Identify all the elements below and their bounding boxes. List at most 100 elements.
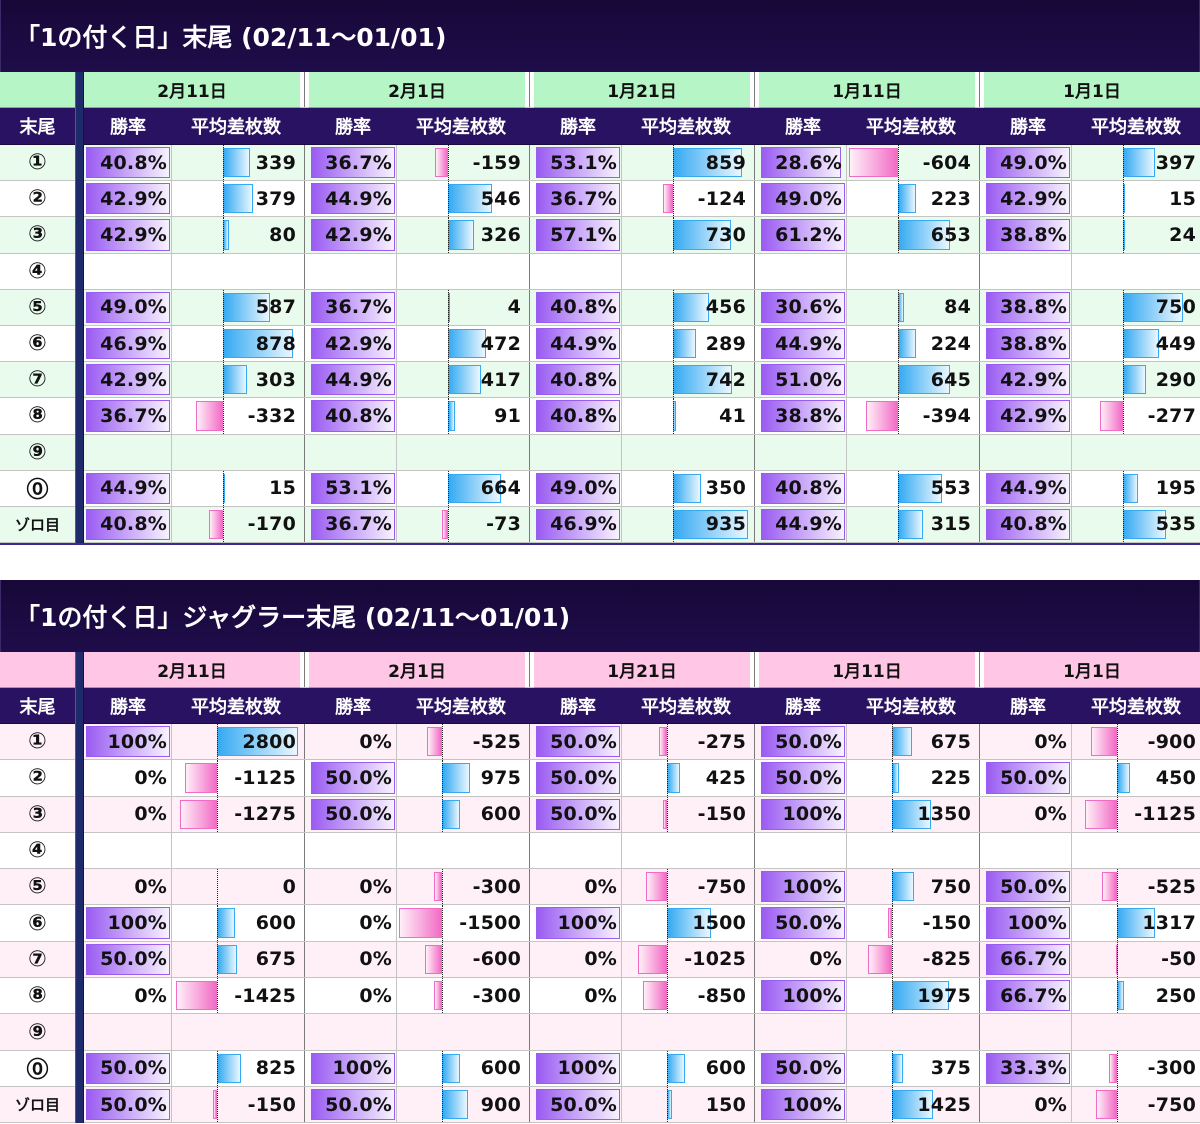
diff-plus-bar [667,1053,685,1083]
tail-label-cell: ⑨ [0,1014,75,1051]
diff-axis-line [1122,325,1124,362]
day-date-label: 2月1日 [388,662,446,682]
diff-minus-bar [433,981,443,1011]
win-rate-bar [761,400,845,432]
diff-plus-bar [222,184,254,214]
avg-diff-value: 675 [255,948,296,971]
diff-minus-bar [1095,1089,1118,1120]
date-row-corner [0,652,75,688]
win-rate-value: 49.0% [100,296,167,319]
diff-axis-line [897,145,899,181]
diff-axis-line [1117,1086,1119,1123]
tail-label: ② [28,765,47,791]
win-rate-bar [986,943,1070,976]
avg-diff-cell [622,832,750,870]
win-rate-bar [86,508,170,541]
win-rate-bar [311,508,395,541]
day-group-separator [975,941,984,979]
diff-axis-line [1122,217,1124,253]
win-rate-cell: 49.0% [984,145,1072,182]
diff-axis-line [442,1050,444,1086]
win-rate-cell: 100% [759,978,847,1015]
win-rate-value: 51.0% [775,368,842,391]
diff-axis-line [1117,869,1119,905]
diff-axis-line [447,470,449,506]
day-date-header: 2月11日 [84,652,300,688]
avg-diff-cell: 375 [847,1050,975,1087]
diff-plus-bar [447,220,474,250]
win-rate-header: 勝率 [84,688,172,724]
diff-plus-bar [672,473,701,503]
win-rate-bar [986,183,1070,215]
diff-axis-line [672,506,674,543]
win-rate-value: 50.0% [550,803,617,826]
win-rate-value: 44.9% [1000,477,1067,500]
win-rate-cell: 50.0% [84,941,172,979]
table-title-bar: 「1の付く日」末尾 (02/11〜01/01) [0,0,1200,72]
diff-plus-bar [217,1053,242,1083]
day-group-separator [525,289,534,326]
table-title-bar: 「1の付く日」ジャグラー末尾 (02/11〜01/01) [0,580,1200,652]
diff-minus-bar [1100,401,1123,431]
diff-minus-bar [849,148,898,178]
win-rate-cell: 100% [534,905,622,942]
tail-column-divider [75,760,84,797]
avg-diff-value: 15 [269,477,296,500]
avg-diff-value: 935 [705,513,746,536]
avg-diff-cell [1072,832,1200,870]
day-group-separator [750,325,759,363]
win-rate-value: 0% [134,984,167,1007]
win-rate-bar [536,400,620,432]
tail-label-cell: ⓪ [0,470,75,507]
day-group-separator [300,217,309,254]
win-rate-header-label: 勝率 [785,117,821,138]
avg-diff-cell: 303 [172,362,300,399]
day-group-separator [300,434,309,471]
win-rate-bar [311,219,395,251]
day-group-separator [525,724,534,761]
day-group-separator [975,253,984,290]
win-rate-value: 0% [1034,1093,1067,1116]
day-group-separator [300,832,309,870]
win-rate-bar [86,943,170,976]
win-rate-bar [86,400,170,432]
win-rate-bar [536,291,620,323]
diff-axis-line [217,760,219,796]
avg-diff-header: 平均差枚数 [622,688,750,724]
diff-axis-line [667,1086,669,1123]
avg-diff-value: 553 [930,477,971,500]
diff-plus-bar [447,473,502,503]
diff-axis-line [447,217,449,253]
day-group-separator [525,108,534,145]
win-rate-bar [761,472,845,504]
win-rate-value: 57.1% [550,223,617,246]
diff-plus-bar [897,184,916,214]
avg-diff-value: 350 [705,477,746,500]
diff-axis-line [672,325,674,362]
avg-diff-cell: 456 [622,289,750,326]
win-rate-value: 33.3% [1000,1057,1067,1080]
win-rate-bar [536,472,620,504]
diff-plus-bar [222,365,248,395]
win-rate-bar [311,798,395,830]
win-rate-value: 46.9% [100,332,167,355]
day-group-separator [525,1050,534,1087]
win-rate-value: 53.1% [550,151,617,174]
avg-diff-cell: 645 [847,362,975,399]
avg-diff-header: 平均差枚数 [397,688,525,724]
avg-diff-cell: 730 [622,217,750,254]
avg-diff-value: 900 [480,1093,521,1116]
tail-label-cell: ③ [0,796,75,833]
day-date-header: 1月1日 [984,652,1200,688]
win-rate-value: 0% [584,948,617,971]
win-rate-bar [536,147,620,179]
day-group-separator [975,108,984,145]
win-rate-value: 0% [584,984,617,1007]
avg-diff-cell: 379 [172,181,300,218]
win-rate-value: 40.8% [1000,513,1067,536]
tail-label-cell: ⑤ [0,289,75,326]
avg-diff-cell: 4 [397,289,525,326]
win-rate-cell: 36.7% [534,181,622,218]
tail-label: ⑤ [28,874,47,900]
day-group-separator [975,398,984,435]
